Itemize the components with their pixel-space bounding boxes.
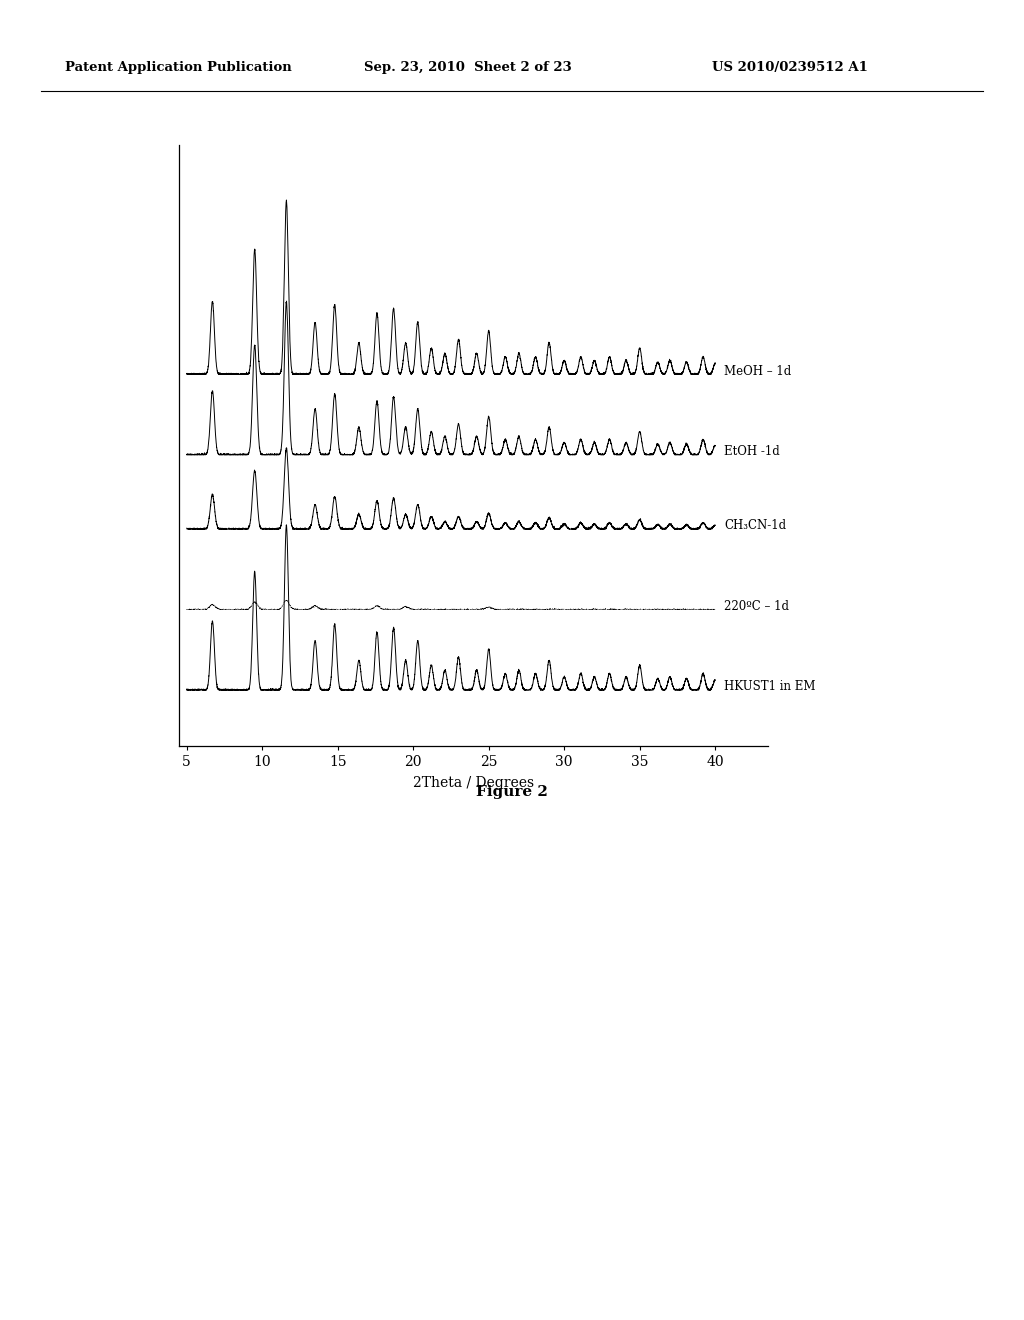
Text: 220ºC – 1d: 220ºC – 1d xyxy=(724,601,790,612)
Text: CH₃CN-1d: CH₃CN-1d xyxy=(724,520,786,532)
Text: HKUST1 in EM: HKUST1 in EM xyxy=(724,681,816,693)
Text: Figure 2: Figure 2 xyxy=(476,785,548,800)
Text: US 2010/0239512 A1: US 2010/0239512 A1 xyxy=(712,61,867,74)
X-axis label: 2Theta / Degrees: 2Theta / Degrees xyxy=(413,776,535,789)
Text: Patent Application Publication: Patent Application Publication xyxy=(65,61,291,74)
Text: Sep. 23, 2010  Sheet 2 of 23: Sep. 23, 2010 Sheet 2 of 23 xyxy=(364,61,571,74)
Text: EtOH -1d: EtOH -1d xyxy=(724,445,780,458)
Text: MeOH – 1d: MeOH – 1d xyxy=(724,364,792,378)
